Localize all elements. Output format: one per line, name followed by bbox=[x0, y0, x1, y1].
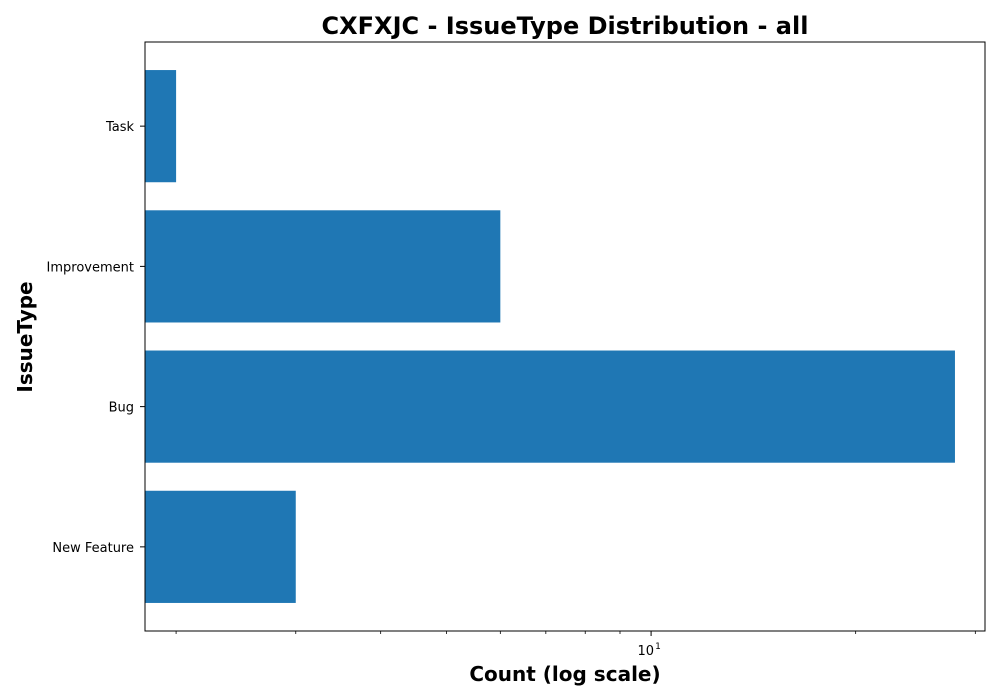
y-tick-label: Task bbox=[105, 120, 135, 135]
bar-improvement bbox=[145, 210, 501, 323]
y-tick-label: Improvement bbox=[47, 260, 134, 275]
x-axis-ticks: 10 1 bbox=[175, 631, 976, 659]
y-tick-label: New Feature bbox=[52, 541, 134, 556]
bar-task bbox=[145, 70, 177, 183]
plot-area bbox=[145, 70, 955, 603]
y-axis-ticks: New Feature Bug Improvement Task bbox=[47, 120, 145, 556]
plot-frame bbox=[144, 41, 986, 632]
x-tick-label-base: 10 bbox=[638, 644, 655, 659]
x-tick-label: 10 1 bbox=[638, 642, 661, 659]
bar-new-feature bbox=[145, 490, 296, 603]
chart-title: CXFXJC - IssueType Distribution - all bbox=[322, 12, 809, 40]
bar-bug bbox=[145, 350, 955, 463]
x-axis-label: Count (log scale) bbox=[469, 662, 660, 686]
x-tick-label-exponent: 1 bbox=[655, 642, 661, 652]
y-axis-label: IssueType bbox=[13, 281, 37, 392]
y-tick-label: Bug bbox=[109, 401, 134, 416]
